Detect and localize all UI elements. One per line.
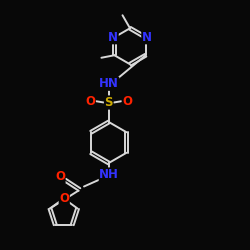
Text: O: O: [85, 95, 95, 108]
Text: N: N: [108, 31, 118, 44]
Text: NH: NH: [99, 168, 119, 181]
Text: N: N: [142, 31, 152, 44]
Text: O: O: [59, 192, 69, 204]
Text: O: O: [122, 95, 132, 108]
Text: O: O: [55, 170, 65, 183]
Text: HN: HN: [99, 77, 119, 90]
Text: S: S: [104, 96, 113, 109]
